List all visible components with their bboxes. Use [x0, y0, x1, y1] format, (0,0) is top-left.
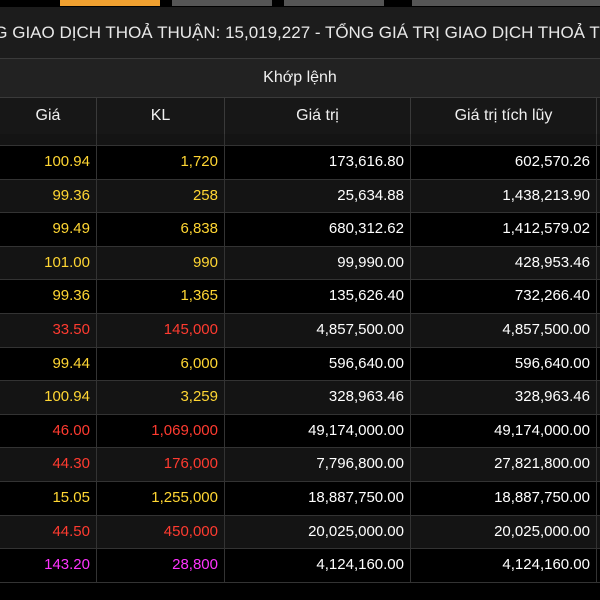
cell-cumulative-value: 1,438,213.90: [411, 179, 597, 213]
column-header-price[interactable]: Giá: [0, 98, 97, 134]
table-row[interactable]: 99.44 6,000 596,640.00 596,640.00: [0, 347, 600, 382]
cell-value: 4,857,500.00: [225, 313, 411, 347]
table-row[interactable]: 143.20 28,800 4,124,160.00 4,124,160.00: [0, 549, 600, 583]
table-row[interactable]: 99.36 1,365 135,626.40 732,266.40: [0, 280, 600, 314]
column-header-volume[interactable]: KL: [97, 98, 225, 134]
cell-value: 7,796,800.00: [225, 448, 411, 481]
cell-volume: 1,255,000: [97, 481, 225, 515]
top-tab-active[interactable]: [60, 0, 160, 6]
table-row[interactable]: 99.36 258 25,634.88 1,438,213.90: [0, 179, 600, 214]
table-row[interactable]: 99.49 6,838 680,312.62 1,412,579.02: [0, 213, 600, 247]
cell-value: 173,616.80: [225, 146, 411, 179]
cell-value: 20,025,000.00: [225, 515, 411, 549]
cell-volume: 258: [97, 179, 225, 213]
cell-volume: 176,000: [97, 448, 225, 481]
cell-cumulative-value: 18,887,750.00: [411, 481, 597, 515]
table-row[interactable]: 44.30 176,000 7,796,800.00 27,821,800.00: [0, 448, 600, 482]
cell-price: 99.49: [0, 213, 97, 246]
cell-volume: 1,365: [97, 280, 225, 313]
cell-cumulative-value: 4,857,500.00: [411, 313, 597, 347]
cell-value: 99,990.00: [225, 246, 411, 280]
column-header-cumulative-value[interactable]: Giá trị tích lũy: [411, 98, 597, 134]
cell-price: 100.94: [0, 381, 97, 414]
summary-banner-text: NG GIAO DỊCH THOẢ THUẬN: 15,019,227 - TỔ…: [0, 23, 600, 42]
cell-cumulative-value: 4,124,160.00: [411, 549, 597, 582]
table-row[interactable]: 44.50 450,000 20,025,000.00 20,025,000.00: [0, 515, 600, 550]
top-tab[interactable]: [172, 0, 272, 6]
cell-price: 99.36: [0, 280, 97, 313]
table-header: Giá KL Giá trị Giá trị tích lũy: [0, 98, 600, 134]
table-row[interactable]: 100.94 1,720 173,616.80 602,570.26: [0, 146, 600, 180]
table-row[interactable]: 101.00 990 99,990.00 428,953.46: [0, 246, 600, 281]
cell-volume: 6,000: [97, 347, 225, 381]
cell-price: 100.94: [0, 146, 97, 179]
cell-volume: 1,720: [97, 146, 225, 179]
section-header-matched-orders: Khớp lệnh: [0, 58, 600, 98]
table-cell: [225, 134, 411, 145]
cell-value: 18,887,750.00: [225, 481, 411, 515]
cell-price: 33.50: [0, 313, 97, 347]
cell-value: 680,312.62: [225, 213, 411, 246]
cell-volume: 28,800: [97, 549, 225, 582]
table-row[interactable]: 33.50 145,000 4,857,500.00 4,857,500.00: [0, 313, 600, 348]
cell-volume: 990: [97, 246, 225, 280]
cell-value: 49,174,000.00: [225, 414, 411, 448]
cell-price: 99.36: [0, 179, 97, 213]
cell-price: 46.00: [0, 414, 97, 448]
table-cell: [97, 134, 225, 145]
table-row[interactable]: 46.00 1,069,000 49,174,000.00 49,174,000.00: [0, 414, 600, 449]
cell-value: 4,124,160.00: [225, 549, 411, 582]
table-row[interactable]: 100.94 3,259 328,963.46 328,963.46: [0, 381, 600, 415]
cell-price: 101.00: [0, 246, 97, 280]
cell-price: 15.05: [0, 481, 97, 515]
cell-cumulative-value: 1,412,579.02: [411, 213, 597, 246]
top-tab[interactable]: [284, 0, 384, 6]
section-title: Khớp lệnh: [263, 69, 337, 86]
cell-value: 135,626.40: [225, 280, 411, 313]
cell-cumulative-value: 328,963.46: [411, 381, 597, 414]
cell-volume: 1,069,000: [97, 414, 225, 448]
cell-cumulative-value: 20,025,000.00: [411, 515, 597, 549]
cell-cumulative-value: 27,821,800.00: [411, 448, 597, 481]
cell-value: 596,640.00: [225, 347, 411, 381]
cell-cumulative-value: 596,640.00: [411, 347, 597, 381]
cell-price: 99.44: [0, 347, 97, 381]
cell-volume: 450,000: [97, 515, 225, 549]
cell-price: 143.20: [0, 549, 97, 582]
table-cell: [411, 134, 597, 145]
cell-value: 25,634.88: [225, 179, 411, 213]
cell-cumulative-value: 732,266.40: [411, 280, 597, 313]
cell-cumulative-value: 428,953.46: [411, 246, 597, 280]
trade-table-body[interactable]: 100.94 1,720 173,616.80 602,570.26 99.36 258 2…: [0, 134, 600, 583]
cell-volume: 145,000: [97, 313, 225, 347]
top-tab-strip: [0, 0, 600, 7]
cell-cumulative-value: 602,570.26: [411, 146, 597, 179]
cell-cumulative-value: 49,174,000.00: [411, 414, 597, 448]
cell-volume: 6,838: [97, 213, 225, 246]
table-cell: [0, 134, 97, 145]
cell-volume: 3,259: [97, 381, 225, 414]
summary-banner: NG GIAO DỊCH THOẢ THUẬN: 15,019,227 - TỔ…: [0, 7, 600, 58]
cell-price: 44.30: [0, 448, 97, 481]
table-row-partial: [0, 134, 600, 146]
table-row[interactable]: 15.05 1,255,000 18,887,750.00 18,887,750.00: [0, 481, 600, 516]
column-header-value[interactable]: Giá trị: [225, 98, 411, 134]
cell-value: 328,963.46: [225, 381, 411, 414]
cell-price: 44.50: [0, 515, 97, 549]
top-tab[interactable]: [412, 0, 600, 6]
